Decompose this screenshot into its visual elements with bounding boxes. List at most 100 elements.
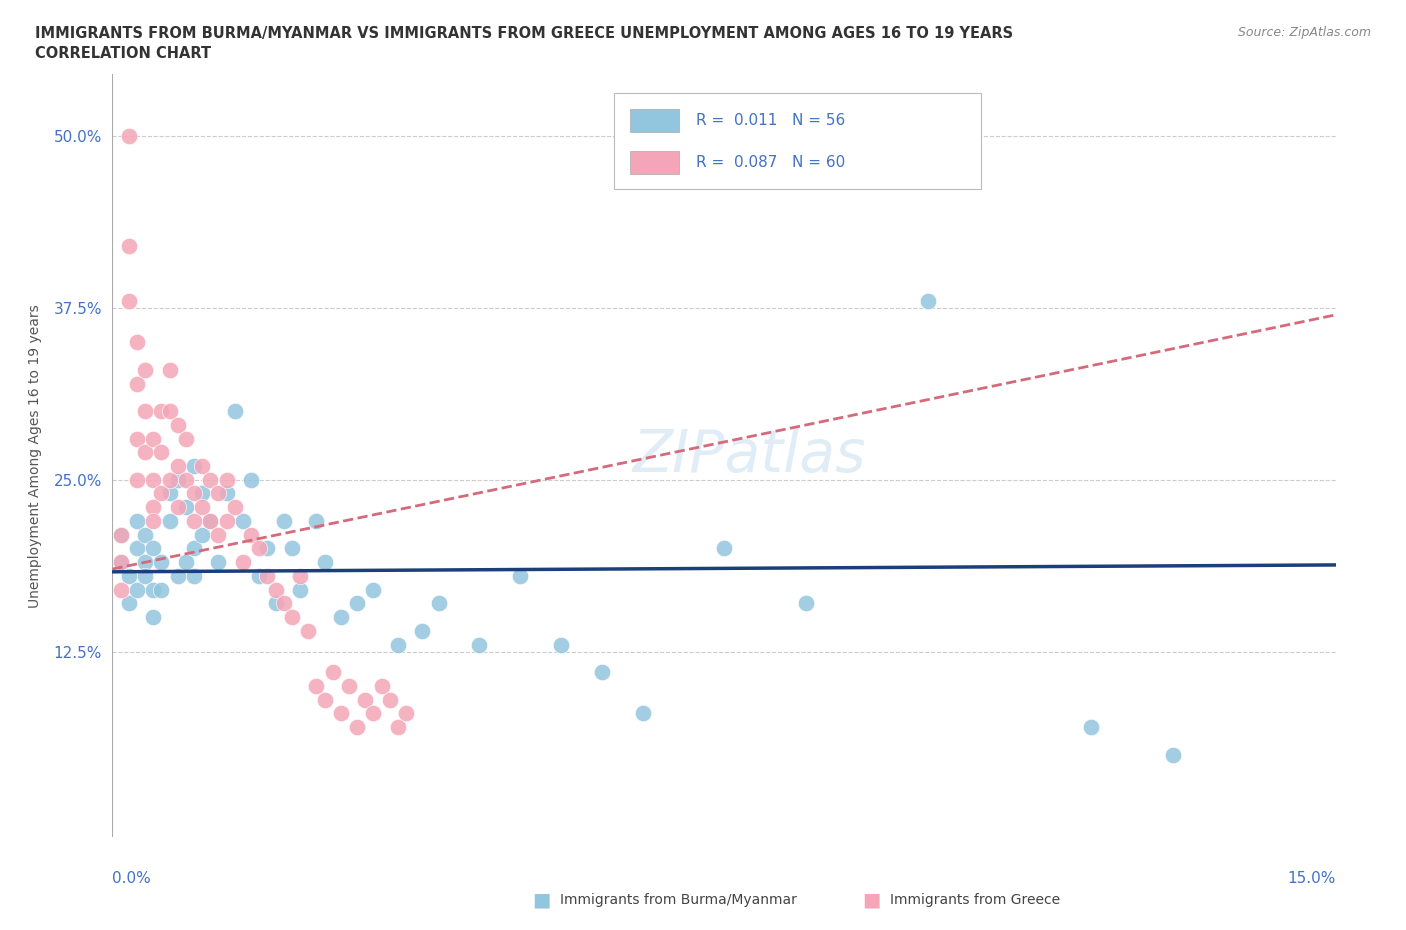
Point <box>207 486 229 501</box>
Point <box>215 513 238 528</box>
Point <box>166 418 188 432</box>
Text: R =  0.087   N = 60: R = 0.087 N = 60 <box>696 154 845 169</box>
Point <box>166 568 188 583</box>
Point <box>468 637 491 652</box>
Text: ZIPatlas: ZIPatlas <box>631 427 865 485</box>
Point <box>142 582 165 597</box>
Point <box>363 706 385 721</box>
Point <box>183 458 205 473</box>
Point <box>110 527 132 542</box>
Point <box>174 499 197 514</box>
Point <box>166 499 188 514</box>
Point <box>191 458 214 473</box>
Point <box>427 596 450 611</box>
Point <box>125 582 148 597</box>
Text: ■: ■ <box>862 891 882 910</box>
Point <box>281 610 304 625</box>
Point <box>125 541 148 556</box>
Point <box>794 596 817 611</box>
Point <box>142 499 165 514</box>
Point <box>395 706 418 721</box>
FancyBboxPatch shape <box>614 94 981 189</box>
Text: 15.0%: 15.0% <box>1288 871 1336 886</box>
Point <box>215 486 238 501</box>
Point <box>387 720 409 735</box>
FancyBboxPatch shape <box>630 151 679 174</box>
Point <box>1080 720 1102 735</box>
Point <box>191 486 214 501</box>
Point <box>288 568 311 583</box>
Point <box>134 568 156 583</box>
Point <box>631 706 654 721</box>
Point <box>378 692 401 707</box>
Point <box>346 720 368 735</box>
Point <box>591 665 613 680</box>
Point <box>134 555 156 570</box>
Point <box>183 513 205 528</box>
Point <box>150 555 173 570</box>
Point <box>200 513 222 528</box>
Point <box>346 596 368 611</box>
Point <box>174 472 197 487</box>
Point <box>159 363 181 378</box>
Point <box>134 527 156 542</box>
Point <box>118 568 141 583</box>
Text: 0.0%: 0.0% <box>112 871 152 886</box>
Text: IMMIGRANTS FROM BURMA/MYANMAR VS IMMIGRANTS FROM GREECE UNEMPLOYMENT AMONG AGES : IMMIGRANTS FROM BURMA/MYANMAR VS IMMIGRA… <box>35 26 1014 41</box>
Point <box>337 678 360 693</box>
FancyBboxPatch shape <box>630 109 679 132</box>
Point <box>159 404 181 418</box>
Text: Source: ZipAtlas.com: Source: ZipAtlas.com <box>1237 26 1371 39</box>
Point <box>224 499 246 514</box>
Point <box>166 472 188 487</box>
Point <box>150 445 173 459</box>
Point <box>142 513 165 528</box>
Point <box>550 637 572 652</box>
Point <box>125 472 148 487</box>
Y-axis label: Unemployment Among Ages 16 to 19 years: Unemployment Among Ages 16 to 19 years <box>28 304 42 607</box>
Point <box>125 513 148 528</box>
Point <box>387 637 409 652</box>
Point <box>174 555 197 570</box>
Point <box>125 376 148 391</box>
Point <box>191 527 214 542</box>
Point <box>215 472 238 487</box>
Text: CORRELATION CHART: CORRELATION CHART <box>35 46 211 61</box>
Point <box>142 472 165 487</box>
Point <box>118 294 141 309</box>
Point <box>159 513 181 528</box>
Point <box>150 582 173 597</box>
Point <box>329 706 352 721</box>
Point <box>363 582 385 597</box>
Point <box>150 404 173 418</box>
Point <box>110 555 132 570</box>
Point <box>305 678 328 693</box>
Point <box>134 363 156 378</box>
Point <box>159 472 181 487</box>
Point <box>288 582 311 597</box>
Point <box>322 665 344 680</box>
Point <box>142 432 165 446</box>
Point <box>256 568 278 583</box>
Point <box>200 472 222 487</box>
Point <box>118 596 141 611</box>
Point <box>509 568 531 583</box>
Point <box>240 472 263 487</box>
Point <box>110 527 132 542</box>
Point <box>305 513 328 528</box>
Point <box>207 555 229 570</box>
Point <box>329 610 352 625</box>
Point <box>134 445 156 459</box>
Point <box>354 692 377 707</box>
Point <box>273 513 295 528</box>
Point <box>200 513 222 528</box>
Point <box>247 568 270 583</box>
Point <box>174 432 197 446</box>
Text: R =  0.011   N = 56: R = 0.011 N = 56 <box>696 113 845 127</box>
Point <box>264 596 287 611</box>
Point <box>264 582 287 597</box>
Point <box>142 610 165 625</box>
Point <box>297 623 319 638</box>
Text: Immigrants from Greece: Immigrants from Greece <box>890 893 1060 908</box>
Point <box>224 404 246 418</box>
